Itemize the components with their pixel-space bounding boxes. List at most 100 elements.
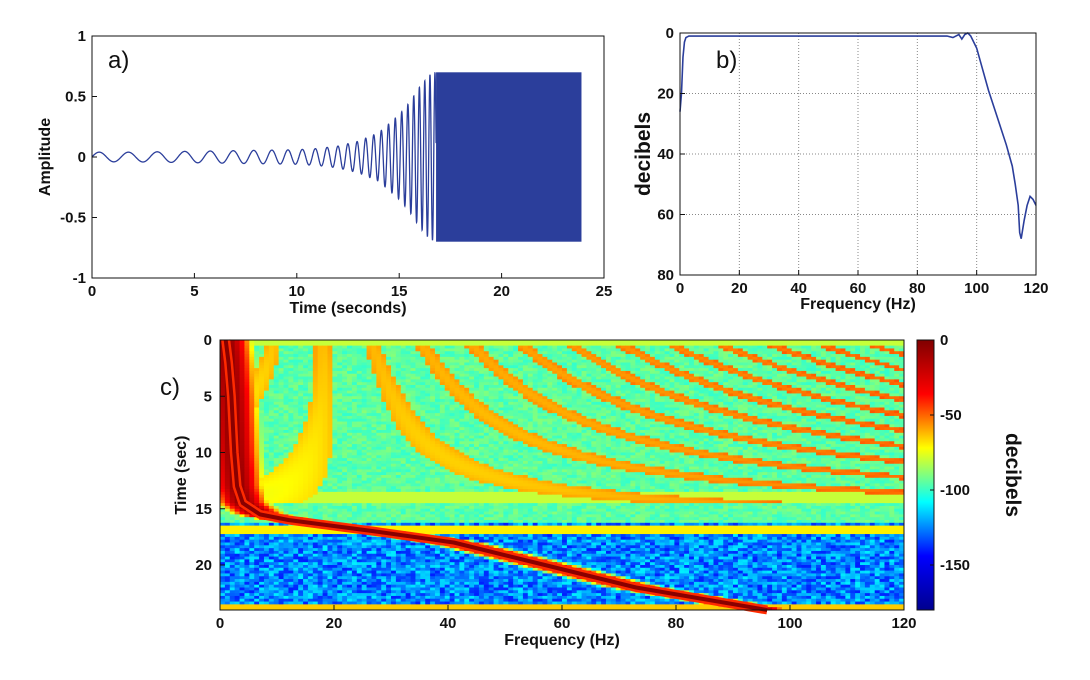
heatmap-cell — [605, 356, 612, 361]
heatmap-cell — [728, 407, 734, 411]
heatmap-cell — [654, 393, 661, 397]
heatmap-cell — [835, 407, 841, 411]
heatmap-cell — [454, 342, 460, 347]
heatmap-cell — [293, 379, 299, 383]
heatmap-cell — [542, 340, 548, 344]
heatmap-cell — [762, 356, 768, 361]
heatmap-cell — [459, 368, 465, 372]
heatmap-cell — [845, 415, 851, 420]
heatmap-cell — [469, 410, 475, 414]
heatmap-cell — [742, 404, 749, 408]
heatmap-cell — [542, 413, 548, 417]
heatmap-cell — [273, 415, 280, 420]
heatmap-cell — [327, 393, 333, 397]
heatmap-cell — [254, 362, 260, 366]
heatmap-cell — [752, 390, 758, 394]
heatmap-cell — [581, 385, 587, 389]
heatmap-cell — [239, 373, 245, 377]
heatmap-cell — [376, 382, 382, 386]
heatmap-cell — [268, 354, 275, 358]
heatmap-cell — [576, 362, 582, 366]
heatmap-cell — [811, 396, 817, 400]
heatmap-cell — [464, 401, 470, 406]
heatmap-cell — [591, 345, 597, 349]
heatmap-cell — [654, 410, 661, 414]
heatmap-cell — [259, 396, 265, 400]
heatmap-cell — [620, 418, 626, 422]
heatmap-cell — [747, 356, 753, 361]
heatmap-cell — [781, 393, 788, 397]
heatmap-cell — [796, 342, 802, 347]
heatmap-cell — [679, 379, 685, 383]
heatmap-cell — [239, 424, 245, 428]
heatmap-cell — [537, 379, 543, 383]
heatmap-cell — [581, 424, 587, 428]
heatmap-cell — [381, 390, 387, 394]
heatmap-cell — [620, 427, 626, 431]
heatmap-cell — [869, 376, 876, 380]
heatmap-cell — [649, 373, 656, 377]
heatmap-cell — [395, 424, 402, 428]
heatmap-cell — [425, 430, 431, 434]
heatmap-cell — [317, 413, 323, 417]
heatmap-cell — [728, 432, 734, 437]
heatmap-cell — [855, 370, 861, 375]
heatmap-cell — [395, 404, 402, 408]
heatmap-cell — [293, 438, 299, 442]
heatmap-cell — [860, 393, 866, 397]
heatmap-cell — [884, 354, 890, 358]
heatmap-cell — [684, 410, 690, 414]
heatmap-cell — [469, 430, 475, 434]
heatmap-cell — [625, 424, 631, 428]
heatmap-cell — [811, 354, 817, 358]
heatmap-cell — [752, 413, 758, 417]
heatmap-cell — [249, 421, 255, 425]
heatmap-cell — [630, 342, 636, 347]
heatmap-cell — [303, 354, 309, 358]
heatmap-cell — [293, 365, 299, 369]
heatmap-cell — [850, 387, 856, 392]
heatmap-cell — [562, 399, 568, 403]
heatmap-cell — [586, 421, 592, 425]
heatmap-cell — [615, 354, 622, 358]
heatmap-cell — [566, 390, 573, 394]
heatmap-cell — [742, 348, 749, 352]
heatmap-cell — [581, 379, 587, 383]
heatmap-cell — [781, 373, 788, 377]
heatmap-cell — [581, 368, 587, 372]
heatmap-cell — [581, 354, 587, 358]
heatmap-cell — [371, 354, 377, 358]
heatmap-cell — [874, 373, 880, 377]
heatmap-cell — [566, 399, 573, 403]
heatmap-cell — [757, 340, 763, 344]
heatmap-cell — [576, 345, 582, 349]
heatmap-cell — [698, 365, 705, 369]
heatmap-cell — [356, 399, 363, 403]
heatmap-cell — [566, 373, 573, 377]
heatmap-cell — [342, 354, 348, 358]
heatmap-cell — [772, 354, 778, 358]
heatmap-cell — [659, 413, 665, 417]
heatmap-cell — [825, 393, 832, 397]
heatmap-cell — [361, 427, 367, 431]
heatmap-cell — [376, 370, 382, 375]
heatmap-cell — [381, 379, 387, 383]
heatmap-cell — [532, 404, 538, 408]
heatmap-cell — [434, 370, 441, 375]
heatmap-cell — [508, 401, 514, 406]
heatmap-cell — [371, 410, 377, 414]
heatmap-cell — [562, 413, 568, 417]
heatmap-cell — [689, 385, 695, 389]
heatmap-cell — [605, 413, 612, 417]
heatmap-cell — [508, 407, 514, 411]
heatmap-cell — [864, 379, 871, 383]
heatmap-cell — [342, 379, 348, 383]
heatmap-cell — [425, 435, 431, 439]
heatmap-cell — [347, 359, 353, 363]
heatmap-cell — [249, 415, 255, 420]
heatmap-cell — [864, 427, 871, 431]
heatmap-cell — [845, 427, 851, 431]
heatmap-cell — [405, 342, 411, 347]
heatmap-cell — [723, 373, 729, 377]
heatmap-cell — [752, 393, 758, 397]
